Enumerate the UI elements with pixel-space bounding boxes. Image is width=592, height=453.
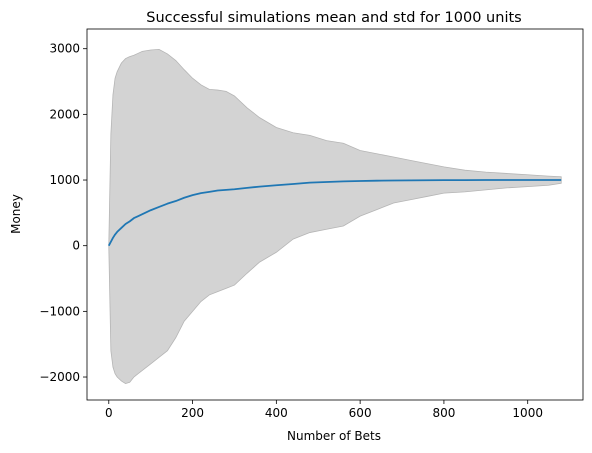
x-tick-label: 200 [181,406,204,420]
y-tick-label: −1000 [39,304,80,318]
x-tick-label: 1000 [512,406,543,420]
y-tick-label: 1000 [49,173,80,187]
axes-frame [86,28,584,401]
plot-area [107,48,562,385]
y-axis-label: Money [9,194,23,234]
y-tick-label: −2000 [39,370,80,384]
y-axis-ticks: −2000 −1000 0 1000 2000 3000 [39,42,87,384]
x-tick-label: 0 [105,406,113,420]
x-axis-label: Number of Bets [287,429,381,443]
y-tick-label: 2000 [49,107,80,121]
x-tick-label: 400 [265,406,288,420]
y-tick-label: 3000 [49,42,80,56]
x-axis-ticks: 0 200 400 600 800 1000 [105,400,543,420]
chart-title: Successful simulations mean and std for … [146,10,521,26]
x-tick-label: 600 [349,406,372,420]
mean-line [107,179,562,247]
x-tick-label: 800 [432,406,455,420]
y-tick-label: 0 [72,239,80,253]
std-band [108,48,562,385]
